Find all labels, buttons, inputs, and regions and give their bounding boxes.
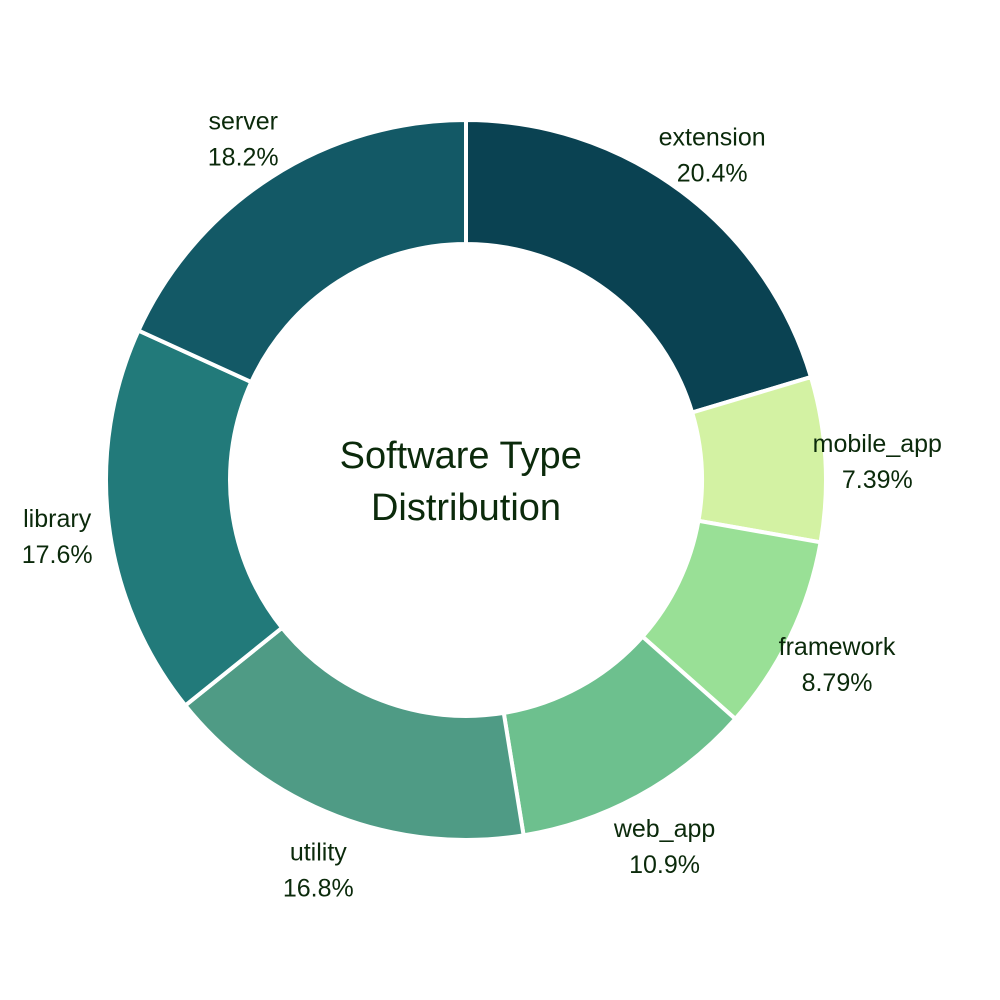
slice-percent: 16.8%	[283, 875, 354, 903]
slice-extension	[464, 118, 813, 415]
slice-percent: 18.2%	[208, 143, 279, 171]
slice-label-library: library 17.6%	[22, 505, 93, 569]
slice-name: web_app	[613, 815, 715, 843]
slice-label-extension: extension 20.4%	[659, 124, 766, 188]
slice-label-utility: utility 16.8%	[283, 839, 354, 903]
slice-name: library	[23, 505, 92, 533]
slice-library	[104, 328, 285, 708]
slice-name: mobile_app	[813, 430, 942, 458]
donut-slices	[104, 118, 828, 842]
slice-utility	[183, 625, 526, 842]
slice-label-web-app: web_app 10.9%	[613, 815, 715, 879]
slice-label-framework: framework 8.79%	[779, 633, 896, 697]
slice-percent: 10.9%	[629, 851, 700, 879]
slice-percent: 20.4%	[677, 160, 748, 188]
chart-title-line-2: Distribution	[371, 487, 561, 529]
slice-name: extension	[659, 124, 766, 152]
chart-title: Software Type Distribution	[340, 435, 593, 529]
slice-percent: 8.79%	[802, 669, 873, 697]
slice-name: server	[208, 107, 277, 135]
chart-title-line-1: Software Type	[340, 435, 582, 477]
slice-label-server: server 18.2%	[208, 107, 279, 171]
slice-percent: 17.6%	[22, 541, 93, 569]
slice-server	[136, 118, 468, 385]
slice-name: utility	[290, 839, 347, 867]
slice-name: framework	[779, 633, 896, 661]
slice-label-mobile-app: mobile_app 7.39%	[813, 430, 942, 494]
slice-percent: 7.39%	[842, 466, 913, 494]
slice-labels: extension 20.4% mobile_app 7.39% framework 8.…	[22, 107, 942, 902]
